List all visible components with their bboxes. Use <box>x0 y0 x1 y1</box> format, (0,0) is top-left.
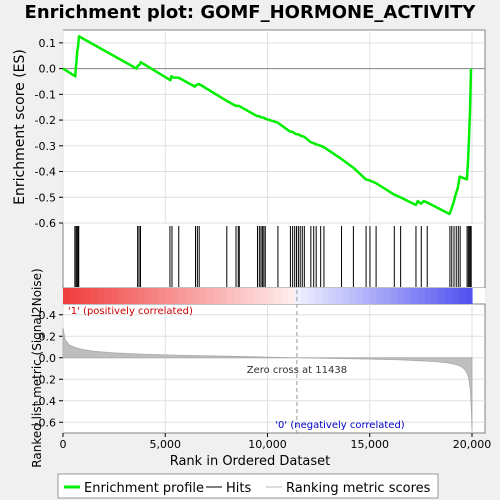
colorbar-segment <box>117 288 125 304</box>
colorbar-segment <box>390 288 398 304</box>
chart-title: Enrichment plot: GOMF_HORMONE_ACTIVITY <box>25 2 477 23</box>
x-tick-label: 15,000 <box>351 438 390 451</box>
colorbar-segment <box>63 288 71 304</box>
colorbar-segment <box>206 288 214 304</box>
colorbar-segment <box>369 288 378 304</box>
es-panel <box>62 29 486 224</box>
colorbar-segment <box>403 288 412 304</box>
colorbar-segment <box>281 288 289 304</box>
colorbar-segment <box>247 288 255 304</box>
es-y-tick-label: -0.1 <box>35 88 56 101</box>
colorbar-segment <box>165 288 173 304</box>
colorbar-segment <box>103 288 112 304</box>
colorbar-segment <box>185 288 194 304</box>
colorbar-segment <box>362 288 371 304</box>
colorbar-segment <box>97 288 105 304</box>
colorbar-segment <box>451 288 459 304</box>
metric-y-tick-label: -0.2 <box>35 373 56 386</box>
colorbar-segment <box>328 288 337 304</box>
x-tick-label: 5,000 <box>150 438 182 451</box>
colorbar-segment <box>233 288 241 304</box>
metric-y-tick-label: 0.4 <box>39 309 57 322</box>
enrichment-profile-line <box>62 35 473 216</box>
colorbar-segment <box>226 288 235 304</box>
colorbar-segment <box>376 288 384 304</box>
colorbar-segment <box>144 288 153 304</box>
colorbar-segment <box>315 288 323 304</box>
colorbar-segment <box>444 288 453 304</box>
ranking-metric-area <box>62 327 473 431</box>
es-axis-title: Enrichment score (ES) <box>12 49 28 205</box>
colorbar-segment <box>110 288 119 304</box>
legend <box>57 473 439 499</box>
es-y-tick-label: 0.0 <box>39 63 57 76</box>
es-y-tick-label: -0.4 <box>35 166 56 179</box>
colorbar-segment <box>301 288 309 304</box>
colorbar-segment <box>308 288 316 304</box>
metric-y-tick-label: -0.6 <box>35 416 56 429</box>
es-y-tick-label: 0.1 <box>39 37 57 50</box>
x-axis-title: Rank in Ordered Dataset <box>170 454 331 469</box>
colorbar-segment <box>267 288 275 304</box>
colorbar-segment <box>178 288 187 304</box>
colorbar-segment <box>90 288 98 304</box>
colorbar-segment <box>349 288 357 304</box>
colorbar-segment <box>253 288 262 304</box>
es-y-tick-label: -0.6 <box>35 217 56 230</box>
colorbar-segment <box>158 288 166 304</box>
hits-panel <box>62 222 486 289</box>
metric-panel <box>62 303 486 434</box>
colorbar-segment <box>410 288 419 304</box>
colorbar-segment <box>212 288 221 304</box>
es-y-tick-label: -0.5 <box>35 191 56 204</box>
colorbar-segment <box>192 288 200 304</box>
colorbar-segment <box>417 288 425 304</box>
es-y-tick-label: -0.3 <box>35 140 56 153</box>
colorbar-segment <box>274 288 282 304</box>
legend-label-hits: Hits <box>226 481 251 496</box>
zero-cross-label: Zero cross at 11438 <box>247 365 347 376</box>
x-tick-label: 20,000 <box>453 438 492 451</box>
colorbar-segment <box>172 288 180 304</box>
colorbar-segment <box>260 288 269 304</box>
negative-correlation-label: '0' (negatively correlated) <box>275 420 404 431</box>
legend-label-enrichment: Enrichment profile <box>84 481 204 496</box>
colorbar-segment <box>383 288 391 304</box>
metric-y-tick-label: -0.4 <box>35 395 56 408</box>
colorbar-segment <box>199 288 207 304</box>
colorbar-segment <box>356 288 364 304</box>
colorbar-segment <box>76 288 85 304</box>
positive-correlation-label: '1' (positively correlated) <box>68 306 193 317</box>
colorbar-segment <box>322 288 330 304</box>
colorbar-segment <box>342 288 350 304</box>
metric-y-tick-label: 0.0 <box>39 352 57 365</box>
colorbar-segment <box>437 288 446 304</box>
colorbar-segment <box>458 288 466 304</box>
es-y-tick-label: -0.2 <box>35 114 56 127</box>
legend-label-ranking: Ranking metric scores <box>286 481 431 496</box>
colorbar-segment <box>431 288 439 304</box>
x-tick-label: 0 <box>60 438 67 451</box>
colorbar-segment <box>465 288 473 304</box>
x-tick-label: 10,000 <box>248 438 287 451</box>
colorbar-segment <box>137 288 146 304</box>
metric-y-tick-label: 0.2 <box>39 330 57 343</box>
colorbar-segment <box>151 288 160 304</box>
colorbar-segment <box>397 288 405 304</box>
colorbar-segment <box>124 288 132 304</box>
colorbar-segment <box>131 288 139 304</box>
colorbar-segment <box>287 288 296 304</box>
colorbar-segment <box>424 288 432 304</box>
colorbar-segment <box>240 288 248 304</box>
colorbar-segment <box>335 288 344 304</box>
colorbar-segment <box>219 288 228 304</box>
colorbar-segment <box>83 288 91 304</box>
colorbar-segment <box>69 288 78 304</box>
colorbar-segment <box>294 288 303 304</box>
metric-axis-title: Ranked list metric (Signal2Noise) <box>30 268 44 467</box>
